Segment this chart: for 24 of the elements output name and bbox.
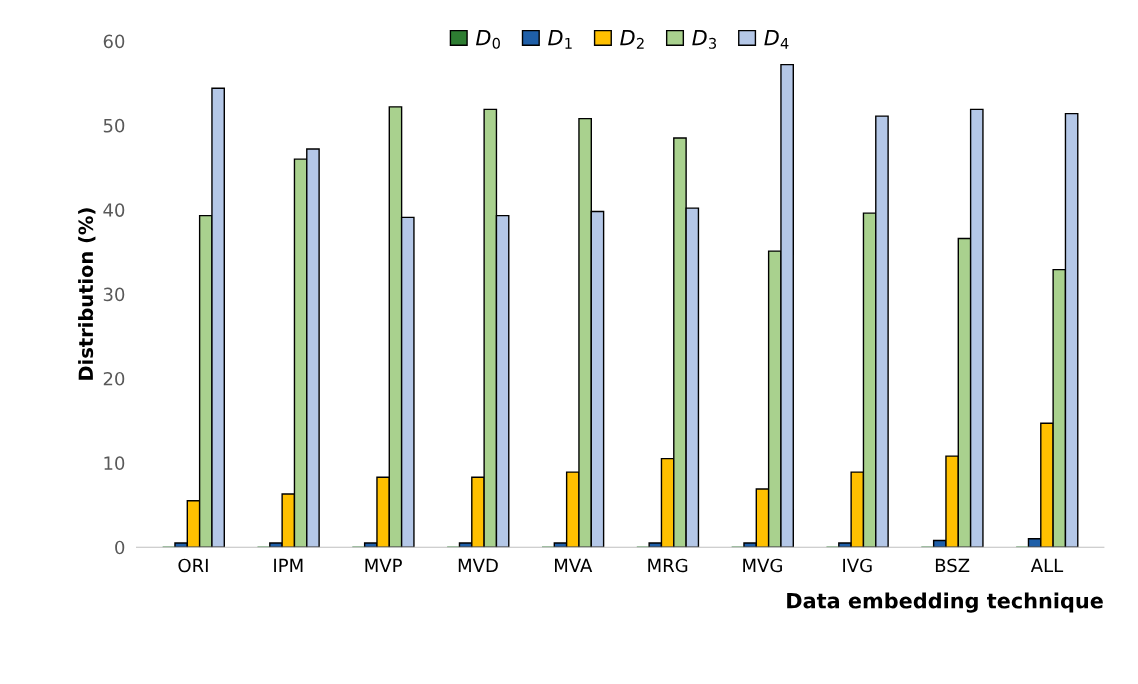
y-axis-title: Distribution (%)	[78, 208, 96, 380]
x-tick-label: IPM	[274, 558, 303, 573]
y-tick-label: 30	[103, 287, 125, 302]
legend-label: D$_{1}$	[548, 30, 572, 49]
x-axis-title: Data embedding technique	[787, 592, 1103, 613]
y-tick-label: 60	[103, 34, 125, 49]
x-tick-label: BSZ	[935, 558, 970, 573]
x-tick-label: MVP	[365, 558, 402, 573]
x-tick-label: MRG	[648, 558, 688, 573]
y-tick-label: 20	[103, 371, 125, 386]
y-tick-label: 40	[103, 203, 125, 217]
x-tick-label: MVD	[458, 558, 498, 573]
legend-label: D$_{3}$	[692, 30, 717, 49]
x-tick-label: ALL	[1030, 558, 1064, 573]
x-tick-label: MVA	[555, 558, 593, 573]
x-tick-label: MVG	[743, 558, 782, 573]
x-tick-label: ORI	[178, 558, 208, 573]
x-tick-label: IVG	[843, 558, 872, 573]
y-tick-label: 50	[103, 118, 125, 133]
legend-label: D$_{4}$	[764, 30, 789, 49]
legend-label: D$_{2}$	[620, 30, 644, 49]
y-tick-label: 0	[115, 540, 125, 555]
y-tick-label: 10	[104, 456, 125, 470]
legend-label: D$_{0}$	[475, 30, 500, 49]
